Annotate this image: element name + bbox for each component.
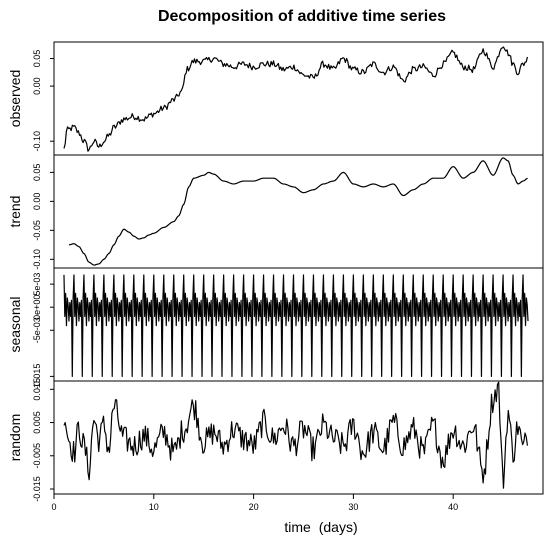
panel-observed: -0.10 0.00 0.05 observed xyxy=(7,41,544,156)
panel-label-trend: trend xyxy=(7,196,23,228)
x-tick-label: 0 xyxy=(51,502,56,512)
y-tick-label-trend: -0.10 xyxy=(32,249,42,270)
panels: -0.10 0.00 0.05 observed -0.10 -0.05 0.00 0.05 t… xyxy=(7,41,544,502)
y-tick-label-observed: 0.05 xyxy=(32,50,42,68)
panel-frame-random xyxy=(53,380,544,495)
y-tick-label-seasonal: -5e-03 xyxy=(32,317,42,343)
panel-label-seasonal: seasonal xyxy=(7,296,23,352)
y-tick-label-trend: -0.05 xyxy=(32,220,42,241)
y-tick-label-trend: 0.05 xyxy=(32,164,42,182)
y-tick-label-trend: 0.00 xyxy=(32,193,42,211)
y-tick-label-observed: 0.00 xyxy=(32,77,42,95)
series-line-trend xyxy=(68,157,528,266)
x-axis: 0 10 20 30 40 xyxy=(51,494,458,512)
series-line-observed xyxy=(63,46,529,152)
panel-frame-seasonal xyxy=(53,267,544,382)
y-tick-label-seasonal: -0.015 xyxy=(32,364,42,390)
x-axis-title-unit: (days) xyxy=(319,519,358,535)
panel-label-observed: observed xyxy=(7,70,23,128)
panel-random: -0.015 -0.005 0.005 0.015 random xyxy=(7,378,544,502)
x-tick-label: 30 xyxy=(348,502,358,512)
x-tick-label: 20 xyxy=(249,502,259,512)
y-tick-label-random: -0.005 xyxy=(32,443,42,469)
x-axis-title-main: time xyxy=(284,519,311,535)
y-tick-label-random: 0.015 xyxy=(32,378,42,401)
panel-frame-observed xyxy=(53,41,544,156)
y-tick-label-random: 0.005 xyxy=(32,411,42,434)
series-line-seasonal xyxy=(63,274,529,377)
y-tick-label-seasonal: 5e-03 xyxy=(32,273,42,296)
panel-trend: -0.10 -0.05 0.00 0.05 trend xyxy=(7,154,544,270)
x-axis-title: time (days) xyxy=(284,519,357,535)
x-tick-label: 40 xyxy=(448,502,458,512)
panel-label-random: random xyxy=(7,414,23,461)
x-tick-label: 10 xyxy=(149,502,159,512)
panel-frame-trend xyxy=(53,154,544,269)
y-tick-label-observed: -0.10 xyxy=(32,131,42,152)
chart-title: Decomposition of additive time series xyxy=(158,8,446,25)
series-line-random xyxy=(63,381,529,489)
y-tick-label-random: -0.015 xyxy=(32,476,42,502)
y-tick-label-seasonal: 0e+00 xyxy=(32,295,42,320)
